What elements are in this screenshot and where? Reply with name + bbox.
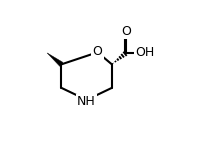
Text: NH: NH [77, 95, 96, 108]
Text: OH: OH [135, 46, 154, 59]
Polygon shape [47, 53, 63, 66]
Text: O: O [93, 45, 102, 58]
Text: O: O [121, 25, 131, 38]
